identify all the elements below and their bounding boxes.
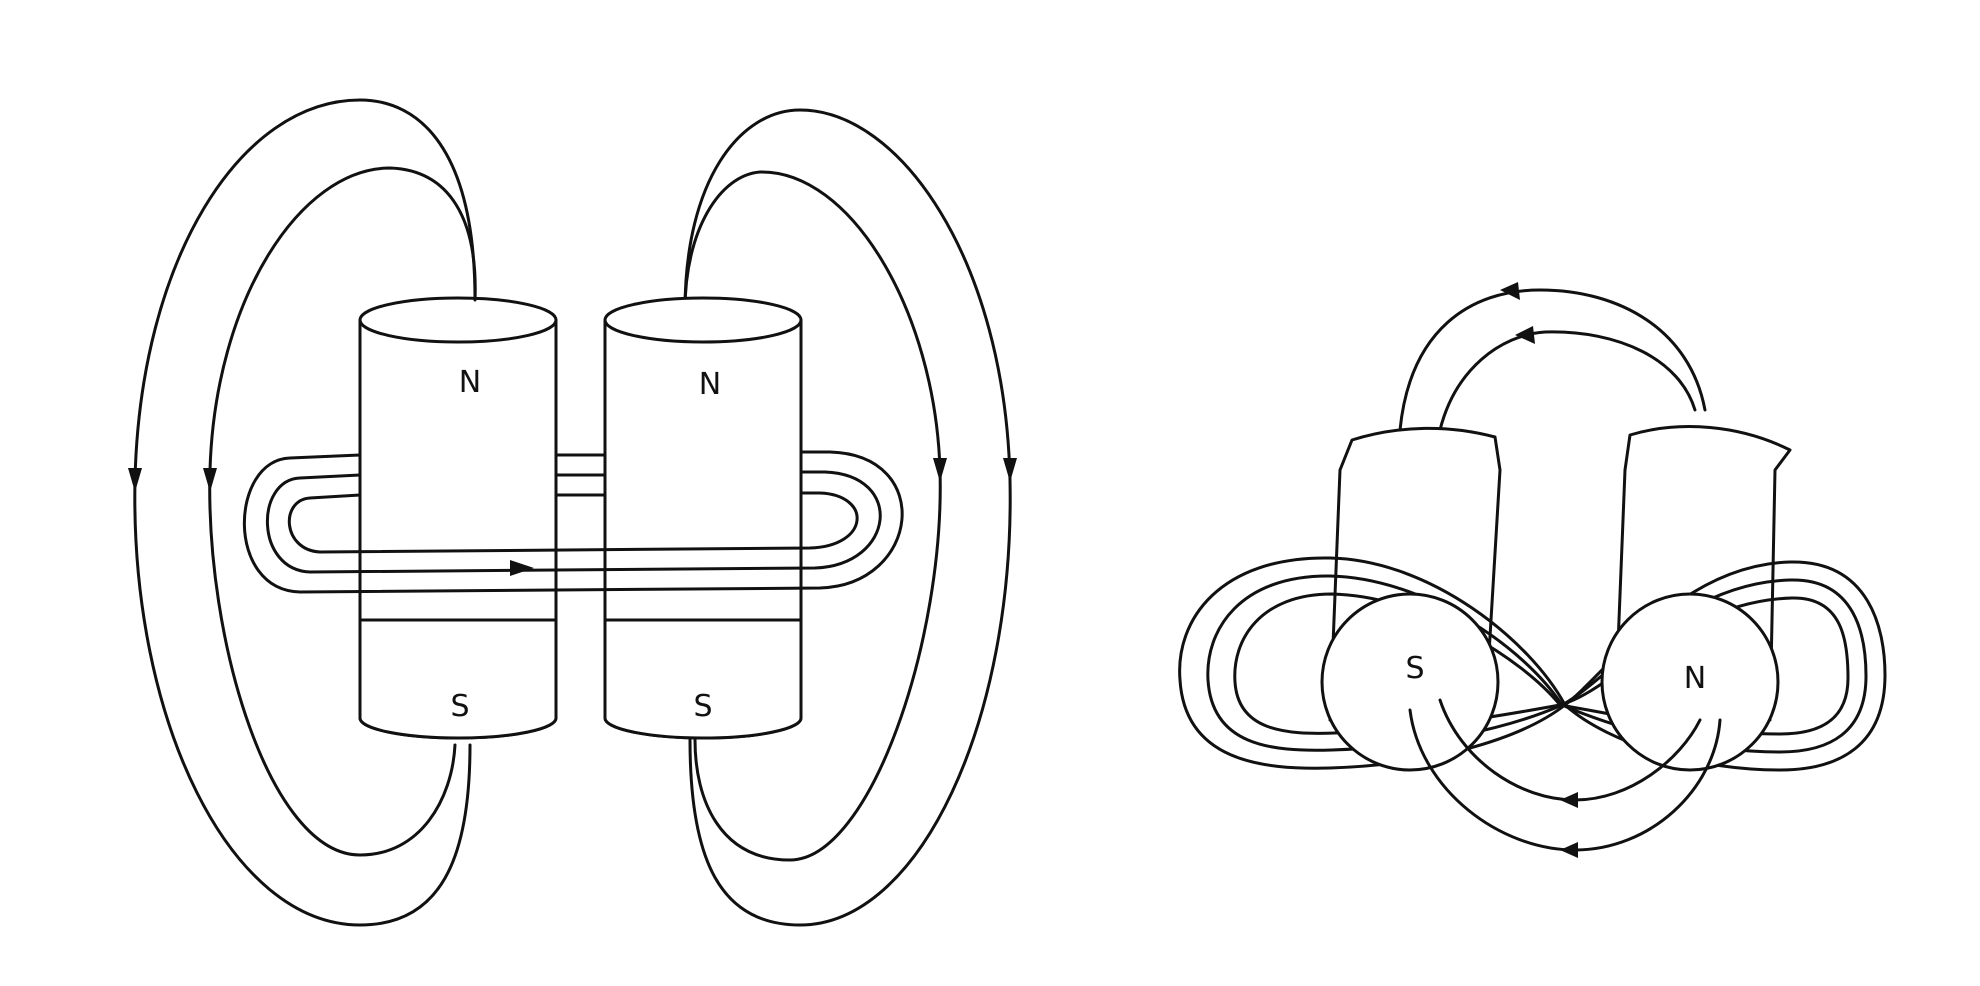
field-arrow-icon (203, 468, 217, 492)
right-fig-magnet-b-face (1600, 592, 1780, 772)
right-fig-coil (1178, 556, 1887, 772)
left-magnet-b-top-pole: N (699, 367, 721, 402)
right-fig-magnet-b-pole: N (1684, 661, 1706, 696)
right-fig-top-outer-line (1398, 288, 1707, 432)
right-figure: S N (1178, 282, 1887, 858)
field-arrow-icon (933, 458, 947, 482)
field-arrow-icon (1003, 458, 1017, 482)
field-arrow-icon (128, 468, 142, 492)
left-magnet-a-top-pole: N (459, 365, 481, 400)
coil-arrow-icon (510, 560, 534, 576)
right-fig-magnet-a-pole: S (1405, 651, 1424, 686)
field-arrow-icon (1500, 282, 1520, 300)
left-figure: N S N S (128, 98, 1017, 927)
field-arrow-icon (1560, 792, 1578, 808)
field-arrow-icon (1515, 326, 1535, 344)
left-magnet-b-bottom-pole: S (693, 689, 712, 724)
left-coil (242, 450, 904, 594)
left-magnet-a-bottom-pole: S (450, 689, 469, 724)
right-fig-magnet-a-face (1320, 592, 1500, 772)
right-fig-top-inner-line (1438, 330, 1697, 432)
field-arrow-icon (1560, 842, 1578, 858)
